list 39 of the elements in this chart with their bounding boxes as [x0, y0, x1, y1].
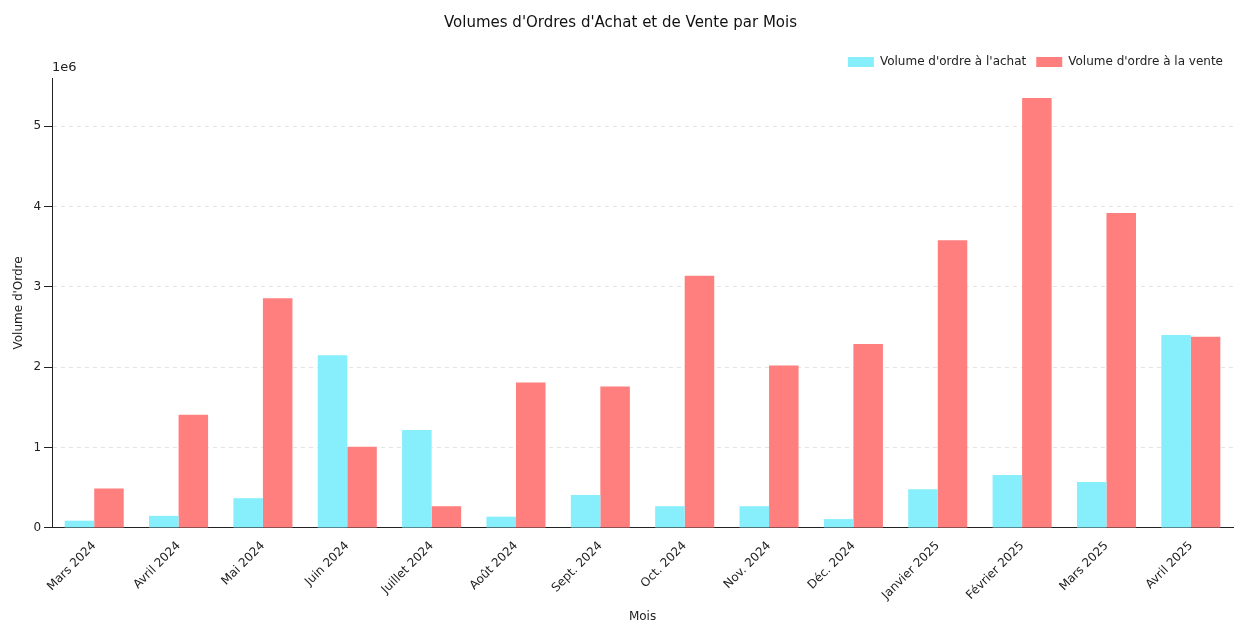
bar [94, 488, 124, 528]
bar [1161, 335, 1191, 528]
bar [1106, 212, 1136, 528]
bar [937, 240, 968, 528]
bar [908, 489, 938, 528]
bar [1022, 98, 1052, 528]
bar [347, 446, 377, 528]
bar [1190, 336, 1221, 528]
y-tick-label: 4 [33, 198, 42, 213]
y-tick-label: 1 [33, 439, 42, 454]
chart-title: Volumes d'Ordres d'Achat et de Vente par Mois [444, 12, 798, 31]
y-tick-label: 3 [33, 279, 42, 294]
bar [431, 506, 462, 528]
bar [1076, 482, 1107, 528]
y-tick-label: 0 [33, 520, 42, 535]
bar [515, 382, 546, 528]
bar [570, 494, 601, 528]
bar [739, 506, 770, 528]
bar [655, 506, 685, 528]
legend-label: Volume d'ordre à l'achat [879, 54, 1027, 69]
bar [600, 386, 630, 528]
y-tick-label: 2 [33, 359, 42, 374]
y-tick-label: 5 [33, 118, 42, 133]
bar [317, 355, 348, 528]
bar [262, 298, 293, 528]
bar [149, 515, 179, 528]
bar [853, 343, 883, 528]
bar [684, 275, 715, 528]
x-axis-title: Mois [628, 608, 657, 623]
bar [486, 516, 516, 528]
bar [178, 414, 209, 528]
bar [402, 429, 432, 528]
legend-label: Volume d'ordre à la vente [1068, 54, 1224, 69]
y-axis-title: Volume d'Ordre [11, 256, 26, 350]
bar [769, 365, 799, 528]
text: 1e6 [52, 58, 77, 74]
bar [233, 498, 263, 528]
bar [992, 474, 1023, 528]
bar [823, 519, 854, 528]
